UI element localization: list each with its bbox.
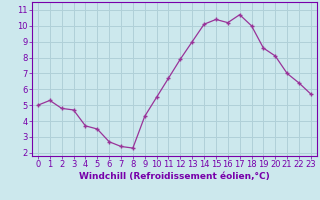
X-axis label: Windchill (Refroidissement éolien,°C): Windchill (Refroidissement éolien,°C) — [79, 172, 270, 181]
